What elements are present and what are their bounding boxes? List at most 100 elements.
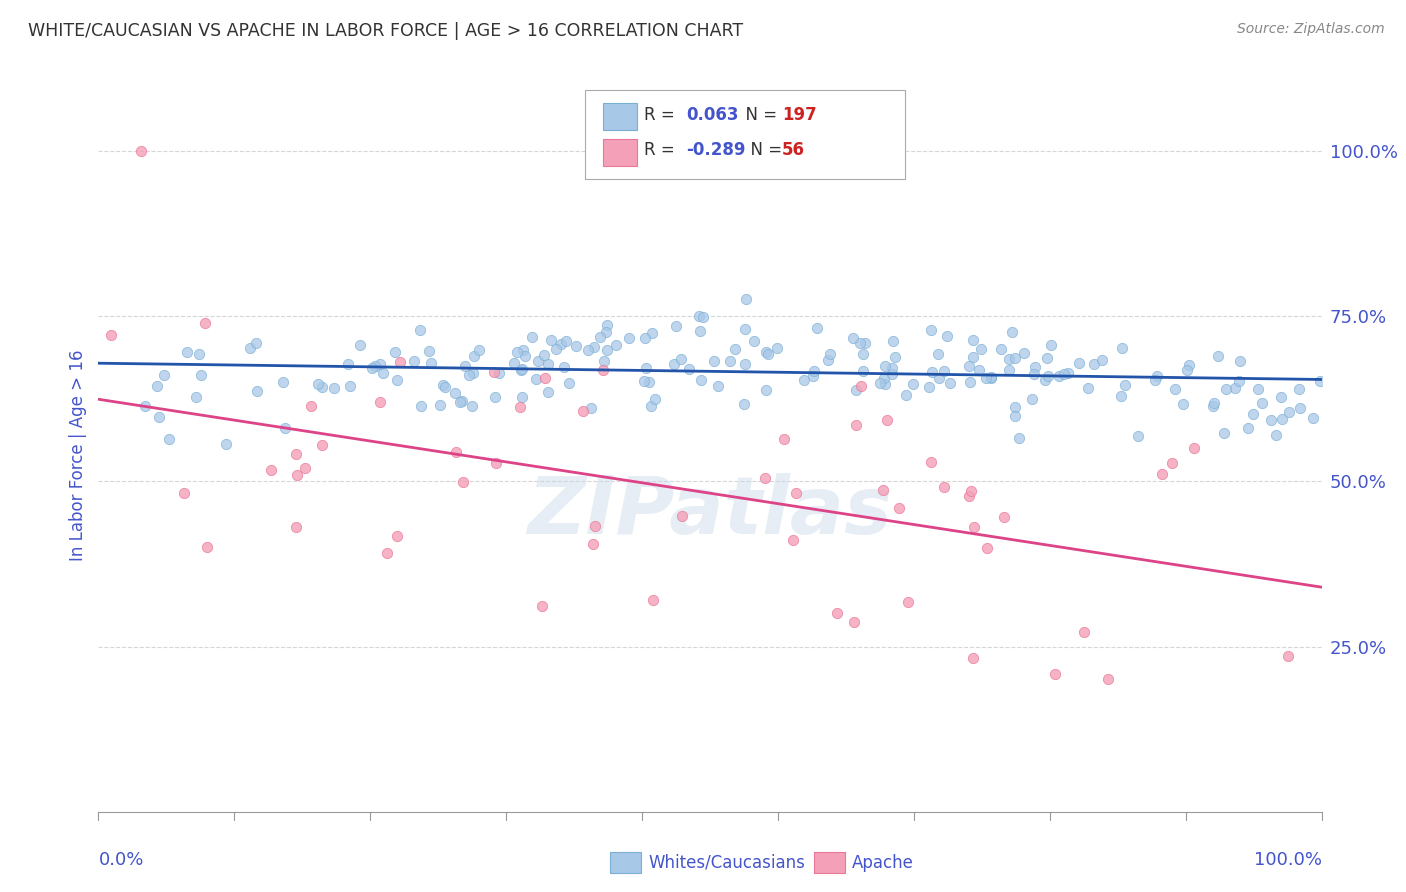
Point <box>1069 357 1091 371</box>
Point <box>349 338 371 352</box>
Point <box>484 365 506 379</box>
Point <box>1021 392 1043 407</box>
Point <box>485 456 508 470</box>
Point <box>565 338 588 352</box>
Point <box>671 509 693 524</box>
Point <box>643 593 665 607</box>
Point <box>246 384 269 398</box>
Point <box>782 533 804 547</box>
Point <box>274 421 297 435</box>
Point <box>938 376 960 391</box>
Point <box>558 376 581 390</box>
Point <box>284 447 307 461</box>
Point <box>1237 421 1260 435</box>
Point <box>849 379 872 393</box>
Point <box>688 309 710 323</box>
Point <box>636 361 658 376</box>
Point <box>285 467 308 482</box>
Point <box>1126 428 1149 442</box>
Point <box>360 360 382 375</box>
Point <box>186 390 208 404</box>
Point <box>530 599 553 614</box>
Point <box>772 432 794 446</box>
Point <box>1001 325 1024 339</box>
Point <box>637 375 659 389</box>
Point <box>785 486 807 500</box>
Point <box>1144 373 1167 387</box>
Point <box>734 322 756 336</box>
Point <box>510 362 533 376</box>
Point <box>148 409 170 424</box>
Point <box>1213 425 1236 440</box>
Point <box>927 347 949 361</box>
Point <box>458 368 481 382</box>
Point <box>853 335 876 350</box>
Text: -0.289: -0.289 <box>686 141 745 159</box>
Point <box>384 345 406 359</box>
Point <box>368 395 391 409</box>
Point <box>389 355 412 369</box>
Point <box>1223 381 1246 395</box>
Point <box>974 371 997 385</box>
Point <box>884 351 907 365</box>
Point <box>463 366 485 380</box>
Point <box>444 444 467 458</box>
Point <box>555 334 578 349</box>
Point <box>153 368 176 383</box>
Point <box>1091 352 1114 367</box>
Point <box>689 324 711 338</box>
Point <box>1288 382 1310 396</box>
Point <box>534 371 557 385</box>
Point <box>537 357 560 371</box>
Point <box>100 327 122 342</box>
Point <box>134 399 156 413</box>
Point <box>1146 369 1168 384</box>
Point <box>1277 649 1299 664</box>
Point <box>576 343 599 357</box>
Point <box>433 379 456 393</box>
Point <box>962 333 984 347</box>
Point <box>1014 346 1036 360</box>
Point <box>756 347 779 361</box>
Point <box>932 479 955 493</box>
Point <box>894 387 917 401</box>
Text: 0.063: 0.063 <box>686 106 738 124</box>
Text: Whites/Caucasians: Whites/Caucasians <box>648 854 806 871</box>
Text: 0.0%: 0.0% <box>98 851 143 869</box>
Point <box>1178 359 1201 373</box>
Point <box>311 437 333 451</box>
Point <box>669 351 692 366</box>
Point <box>640 399 662 413</box>
Point <box>1053 367 1076 381</box>
Point <box>368 357 391 371</box>
Point <box>582 340 605 354</box>
Point <box>678 362 700 376</box>
Point <box>1229 354 1251 368</box>
Point <box>932 363 955 377</box>
Point <box>550 337 572 351</box>
Point <box>921 365 943 379</box>
Text: 56: 56 <box>782 141 804 159</box>
Point <box>512 343 534 357</box>
Point <box>735 292 758 306</box>
Point <box>980 369 1002 384</box>
Point <box>533 348 555 362</box>
Point <box>526 354 548 368</box>
Point <box>245 336 267 351</box>
Point <box>1206 349 1229 363</box>
Point <box>920 323 942 337</box>
Point <box>339 378 361 392</box>
Point <box>294 461 316 475</box>
Point <box>734 357 756 371</box>
Point <box>827 606 849 620</box>
Point <box>131 144 153 158</box>
Point <box>817 353 839 368</box>
Point <box>596 318 619 333</box>
Point <box>418 343 440 358</box>
Point <box>299 399 322 413</box>
Point <box>1302 411 1324 425</box>
Point <box>173 486 195 500</box>
Point <box>848 335 870 350</box>
Point <box>755 383 778 397</box>
Point <box>703 353 725 368</box>
